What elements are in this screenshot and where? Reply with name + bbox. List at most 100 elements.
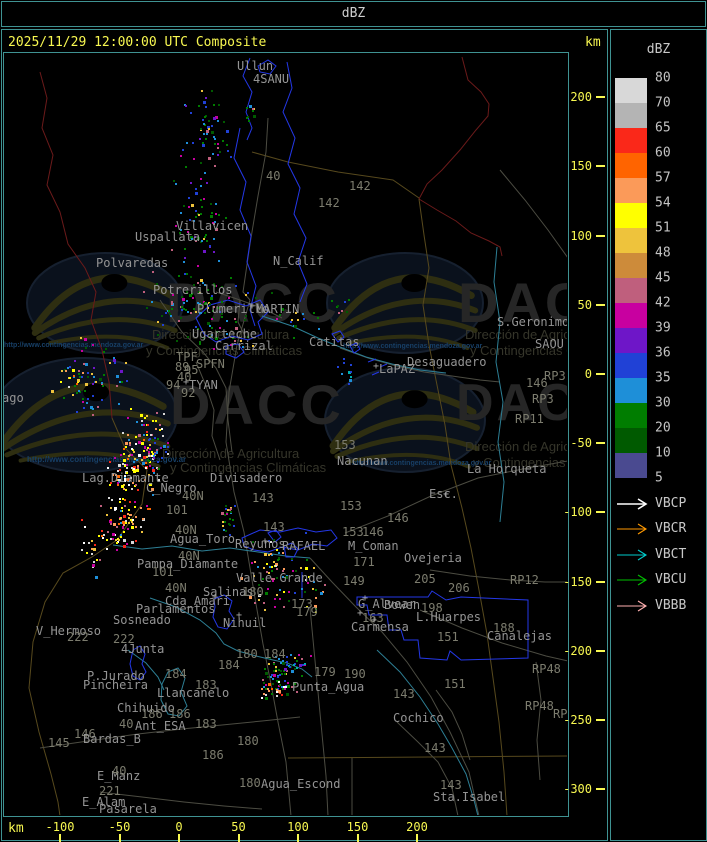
radar-echo-pixel <box>249 105 252 108</box>
map-label: 4SANU <box>253 72 289 86</box>
radar-echo-pixel <box>271 688 273 690</box>
radar-echo-pixel <box>122 463 124 465</box>
radar-echo-pixel <box>126 472 128 474</box>
vector-legend-item: VBCR <box>611 521 706 536</box>
radar-echo-pixel <box>195 210 197 212</box>
radar-echo-pixel <box>83 407 85 409</box>
geo-line <box>159 299 233 453</box>
radar-echo-pixel <box>279 598 281 600</box>
radar-echo-pixel <box>183 308 185 310</box>
palm-frond-icon <box>336 317 478 341</box>
radar-echo-pixel <box>147 447 149 449</box>
radar-echo-pixel <box>278 552 280 554</box>
radar-echo-pixel <box>286 661 288 663</box>
geo-line <box>160 667 188 717</box>
map-label: Nihuil <box>223 616 266 630</box>
radar-echo-pixel <box>276 689 278 691</box>
radar-echo-pixel <box>273 670 275 672</box>
radar-echo-pixel <box>222 140 224 142</box>
geo-line <box>418 56 503 257</box>
radar-echo-pixel <box>123 545 126 548</box>
scale-tick-label: 5 <box>655 470 663 486</box>
radar-echo-pixel <box>186 300 188 302</box>
map-label: Cochico <box>393 711 444 725</box>
vector-legend-item: VBCT <box>611 547 706 562</box>
map-label: 146 <box>74 727 96 741</box>
radar-echo-pixel <box>268 572 270 574</box>
map-label: Pasarela <box>99 802 157 816</box>
radar-echo-pixel <box>60 381 62 383</box>
radar-echo-pixel <box>284 668 287 671</box>
radar-echo-pixel <box>152 271 154 273</box>
map-border <box>3 52 569 817</box>
y-axis-tick-label: 200 <box>570 90 592 105</box>
radar-echo-pixel <box>203 133 205 135</box>
radar-echo-pixel <box>197 328 199 330</box>
radar-echo-pixel <box>266 563 268 565</box>
map-label: 151 <box>444 677 466 691</box>
radar-echo-pixel <box>207 289 209 291</box>
scale-tick-label: 57 <box>655 170 671 186</box>
radar-echo-pixel <box>341 310 343 312</box>
radar-echo-pixel <box>183 261 185 263</box>
scale-swatch <box>615 278 647 303</box>
geo-line <box>242 117 269 301</box>
radar-echo-pixel <box>214 138 216 140</box>
map-label: P.Jurado <box>87 669 145 683</box>
radar-echo-pixel <box>208 120 210 122</box>
radar-echo-pixel <box>268 663 270 665</box>
map-label: MARTIN <box>256 302 299 316</box>
station-marker-icon: + <box>183 377 189 388</box>
radar-echo-pixel <box>149 448 151 450</box>
palm-frond-icon <box>334 434 480 459</box>
radar-echo-pixel <box>195 192 198 195</box>
geo-line <box>376 649 479 815</box>
radar-echo-pixel <box>98 535 100 537</box>
radar-echo-pixel <box>126 380 128 382</box>
radar-echo-pixel <box>152 469 155 472</box>
radar-echo-pixel <box>275 563 278 566</box>
radar-echo-pixel <box>92 408 94 410</box>
radar-echo-pixel <box>242 346 244 348</box>
radar-echo-pixel <box>270 553 272 555</box>
geo-line <box>149 597 313 678</box>
radar-echo-pixel <box>125 520 127 522</box>
map-label: G_Alvear <box>358 597 416 611</box>
radar-echo-pixel <box>221 301 223 303</box>
scale-title: dBZ <box>646 42 671 57</box>
scale-swatch <box>615 403 647 428</box>
station-marker-icon: + <box>443 489 449 500</box>
radar-echo-pixel <box>121 507 123 509</box>
radar-echo-pixel <box>206 133 208 135</box>
radar-echo-pixel <box>230 511 232 513</box>
radar-echo-pixel <box>171 249 173 251</box>
radar-echo-pixel <box>230 156 232 158</box>
radar-echo-pixel <box>118 479 121 482</box>
y-axis-tick <box>596 373 605 375</box>
radar-echo-pixel <box>151 488 154 491</box>
radar-echo-pixel <box>296 667 298 669</box>
radar-echo-pixel <box>87 376 89 378</box>
radar-echo-pixel <box>255 297 257 299</box>
palm-frond-icon <box>331 297 479 336</box>
radar-echo-pixel <box>206 130 209 133</box>
radar-echo-pixel <box>108 497 110 499</box>
radar-echo-pixel <box>290 654 292 656</box>
map-label: 143 <box>393 687 415 701</box>
map-label: 184 <box>165 667 187 681</box>
radar-echo-pixel <box>122 498 124 500</box>
radar-echo-pixel <box>214 221 216 223</box>
radar-echo-pixel <box>225 508 227 510</box>
map-label: La Horqueta <box>467 462 546 476</box>
palm-frond-icon <box>31 274 175 332</box>
watermark-line1-text: Dirección de Agricultura <box>465 327 569 342</box>
radar-echo-pixel <box>127 417 129 419</box>
geo-line <box>129 645 147 681</box>
radar-echo-pixel <box>119 469 121 471</box>
geo-line <box>241 527 338 553</box>
timestamp-label: 2025/11/29 12:00:00 UTC Composite <box>8 35 267 50</box>
radar-echo-pixel <box>123 515 126 518</box>
radar-echo-pixel <box>270 676 272 678</box>
radar-echo-pixel <box>194 236 196 238</box>
radar-echo-pixel <box>276 695 278 697</box>
